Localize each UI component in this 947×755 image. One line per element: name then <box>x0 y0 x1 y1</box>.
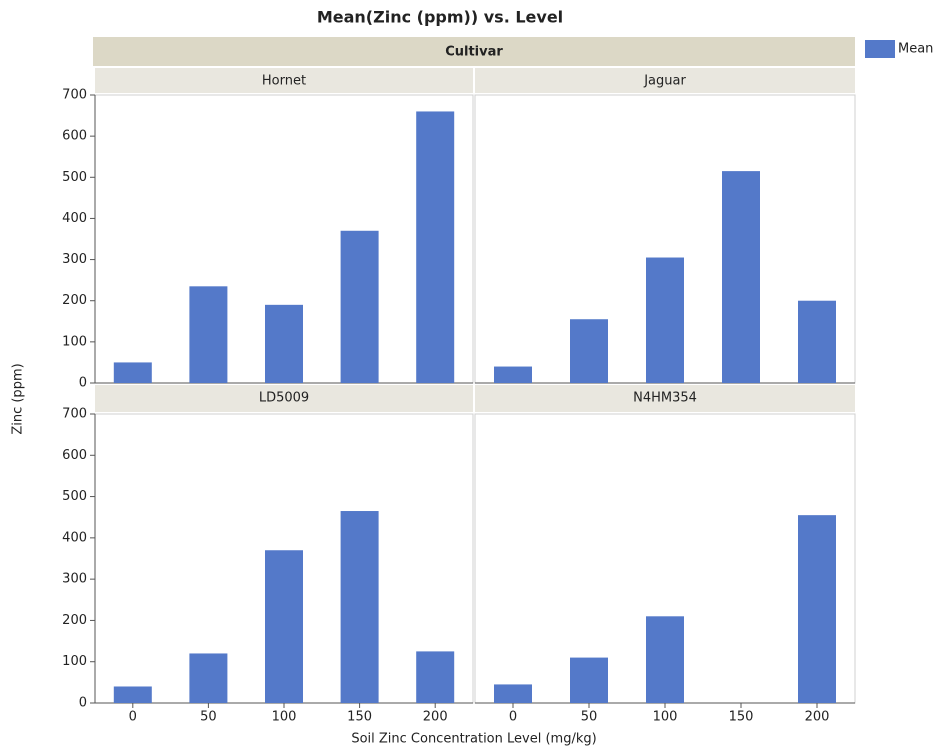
y-tick-label: 200 <box>62 613 87 628</box>
y-tick-label: 500 <box>62 170 87 185</box>
bar <box>265 550 303 703</box>
bar <box>494 684 532 703</box>
x-tick-label: 0 <box>509 710 517 725</box>
panel-label: N4HM354 <box>633 391 697 406</box>
x-tick-label: 50 <box>581 710 598 725</box>
y-tick-label: 700 <box>62 407 87 422</box>
y-tick-label: 0 <box>79 376 87 391</box>
x-tick-label: 0 <box>129 710 137 725</box>
y-tick-label: 500 <box>62 489 87 504</box>
bar <box>570 319 608 383</box>
bar <box>340 511 379 703</box>
panel-label: LD5009 <box>259 391 309 406</box>
bar <box>494 366 532 383</box>
panel-label: Hornet <box>262 74 306 89</box>
x-axis-label: Soil Zinc Concentration Level (mg/kg) <box>351 732 596 747</box>
y-tick-label: 100 <box>62 334 87 349</box>
chart-title: Mean(Zinc (ppm)) vs. Level <box>317 8 563 27</box>
y-tick-label: 600 <box>62 129 87 144</box>
y-tick-label: 100 <box>62 654 87 669</box>
y-tick-label: 600 <box>62 448 87 463</box>
bar <box>265 304 303 383</box>
x-tick-label: 150 <box>729 710 754 725</box>
y-tick-label: 300 <box>62 572 87 587</box>
bar <box>113 686 152 703</box>
legend-swatch <box>865 40 895 58</box>
panel-header <box>475 385 855 412</box>
panel-label: Jaguar <box>643 74 686 89</box>
bar <box>340 230 379 383</box>
panel-header <box>95 385 473 412</box>
y-tick-label: 300 <box>62 252 87 267</box>
bar <box>646 257 684 383</box>
y-tick-label: 400 <box>62 211 87 226</box>
panel-header <box>95 68 473 93</box>
bar <box>189 286 228 383</box>
x-tick-label: 200 <box>423 710 448 725</box>
bar <box>113 362 152 383</box>
bar <box>416 111 455 383</box>
facet-header <box>93 37 855 66</box>
bar <box>798 300 836 383</box>
x-tick-label: 50 <box>200 710 217 725</box>
bar <box>189 653 228 703</box>
x-tick-label: 100 <box>272 710 297 725</box>
facet-label: Cultivar <box>445 45 503 60</box>
y-axis-label: Zinc (ppm) <box>11 363 26 434</box>
bar <box>570 657 608 703</box>
y-tick-label: 700 <box>62 88 87 103</box>
x-tick-label: 200 <box>805 710 830 725</box>
y-tick-label: 0 <box>79 696 87 711</box>
bar <box>722 171 760 383</box>
legend-label: Mean <box>898 42 933 57</box>
x-tick-label: 100 <box>653 710 678 725</box>
bar <box>416 651 455 703</box>
bar <box>646 616 684 703</box>
y-tick-label: 200 <box>62 293 87 308</box>
panel-header <box>475 68 855 93</box>
x-tick-label: 150 <box>347 710 372 725</box>
y-tick-label: 400 <box>62 530 87 545</box>
bar <box>798 515 836 703</box>
